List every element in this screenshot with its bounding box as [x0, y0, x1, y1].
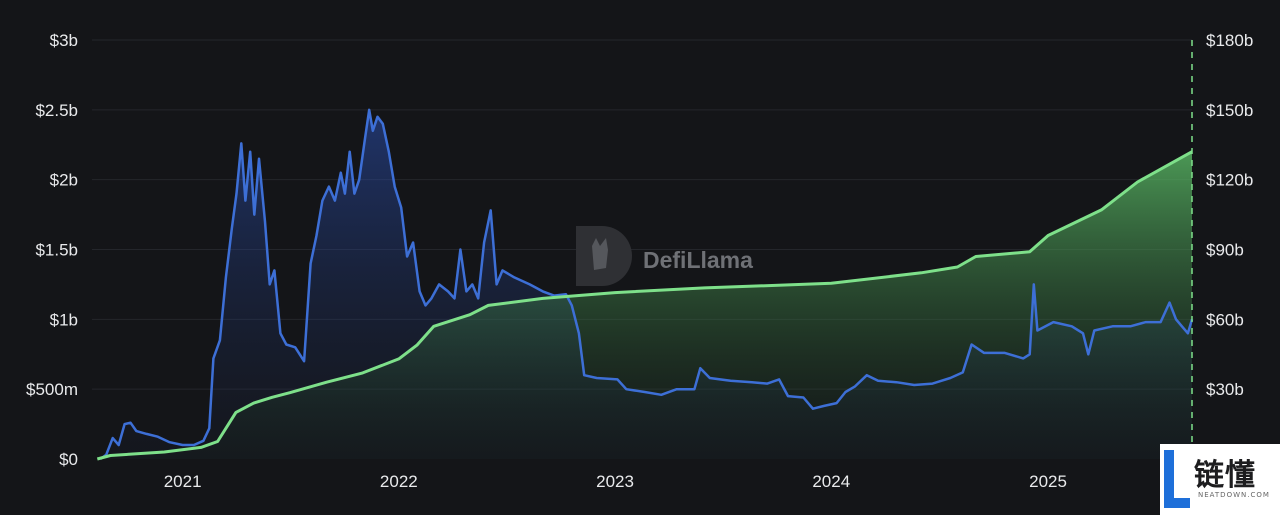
logo-subtext: NEATDOWN.COM	[1198, 491, 1270, 499]
y-left-tick-label: $2b	[50, 171, 78, 190]
logo-text: 链懂	[1194, 458, 1256, 493]
x-tick-label: 2022	[380, 472, 418, 491]
series-lines	[96, 108, 1194, 461]
x-tick-label: 2023	[596, 472, 634, 491]
y-right-tick-label: $120b	[1206, 171, 1253, 190]
x-tick-label: 2025	[1029, 472, 1067, 491]
x-tick-label: 2021	[164, 472, 202, 491]
corner-logo: 链懂 NEATDOWN.COM	[1160, 444, 1280, 515]
watermark: DefiLlama	[576, 226, 753, 286]
logo-l-icon	[1164, 450, 1190, 508]
y-right-tick-label: $90b	[1206, 241, 1244, 260]
series-areas	[97, 109, 1192, 460]
y-left-tick-label: $2.5b	[35, 101, 78, 120]
series-line	[96, 150, 1193, 461]
y-left-tick-label: $3b	[50, 31, 78, 50]
y-left-tick-label: $500m	[26, 380, 78, 399]
axis-ticks: $0 $500m $1b $1.5b $2b $2.5b $3b $30b $60b $90b $1…	[26, 31, 1253, 491]
watermark-llama-icon	[592, 238, 608, 270]
y-left-tick-label: $1.5b	[35, 241, 78, 260]
x-tick-label: 2024	[812, 472, 850, 491]
series-area	[97, 151, 1192, 459]
y-right-tick-label: $60b	[1206, 310, 1244, 329]
watermark-text: DefiLlama	[643, 247, 753, 273]
y-left-tick-label: $0	[59, 450, 78, 469]
y-right-tick-label: $150b	[1206, 101, 1253, 120]
y-right-tick-label: $180b	[1206, 31, 1253, 50]
y-right-tick-label: $30b	[1206, 380, 1244, 399]
y-left-tick-label: $1b	[50, 310, 78, 329]
series-line	[99, 108, 1194, 461]
